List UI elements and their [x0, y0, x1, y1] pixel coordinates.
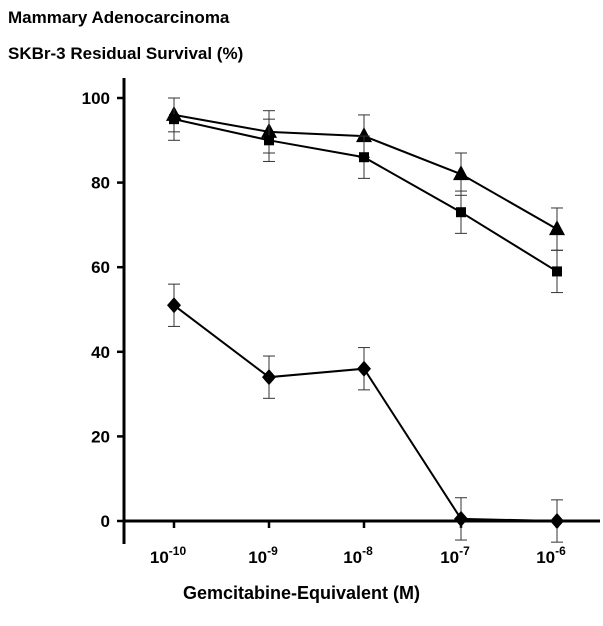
y-tick-label: 100: [82, 89, 110, 108]
y-tick-label: 40: [91, 343, 110, 362]
x-tick-label: 10-7: [440, 544, 470, 567]
diamond-marker: [550, 513, 564, 529]
x-axis-ticks: 10-10 10-9 10-8 10-7 10-6: [150, 521, 566, 567]
series-line: [173, 304, 558, 522]
square-marker: [552, 266, 562, 277]
diamond-marker: [357, 360, 371, 377]
series-diamond: [167, 283, 564, 543]
x-tick-label: 10-6: [536, 544, 566, 567]
chart-title: Mammary Adenocarcinoma: [8, 8, 230, 27]
diamond-marker: [262, 369, 276, 386]
x-tick-label: 10-8: [343, 544, 373, 567]
x-tick-label: 10-9: [248, 544, 278, 567]
plot-area: [166, 97, 565, 543]
axes: [122, 78, 600, 544]
chart-subtitle: SKBr-3 Residual Survival (%): [8, 44, 244, 63]
y-tick-label: 80: [91, 174, 110, 193]
y-tick-label: 60: [91, 258, 110, 277]
diamond-marker: [167, 297, 181, 314]
x-axis-label: Gemcitabine-Equivalent (M): [182, 583, 421, 603]
triangle-marker: [356, 127, 372, 143]
square-marker: [264, 135, 274, 146]
triangle-marker: [453, 165, 469, 181]
line-chart: 0 20 40 60 80 100 10-10 10-9 10-8 10-7 10-6: [82, 78, 600, 567]
square-marker: [456, 207, 466, 218]
y-tick-label: 0: [101, 512, 110, 531]
square-marker: [169, 114, 179, 125]
triangle-marker: [549, 220, 565, 236]
series-square: [168, 97, 563, 294]
y-tick-label: 20: [91, 427, 110, 446]
series-triangle: [166, 97, 565, 251]
y-axis-ticks: 0 20 40 60 80 100: [82, 89, 124, 531]
x-tick-label: 10-10: [150, 544, 187, 567]
diamond-marker: [454, 510, 468, 527]
square-marker: [359, 152, 369, 163]
